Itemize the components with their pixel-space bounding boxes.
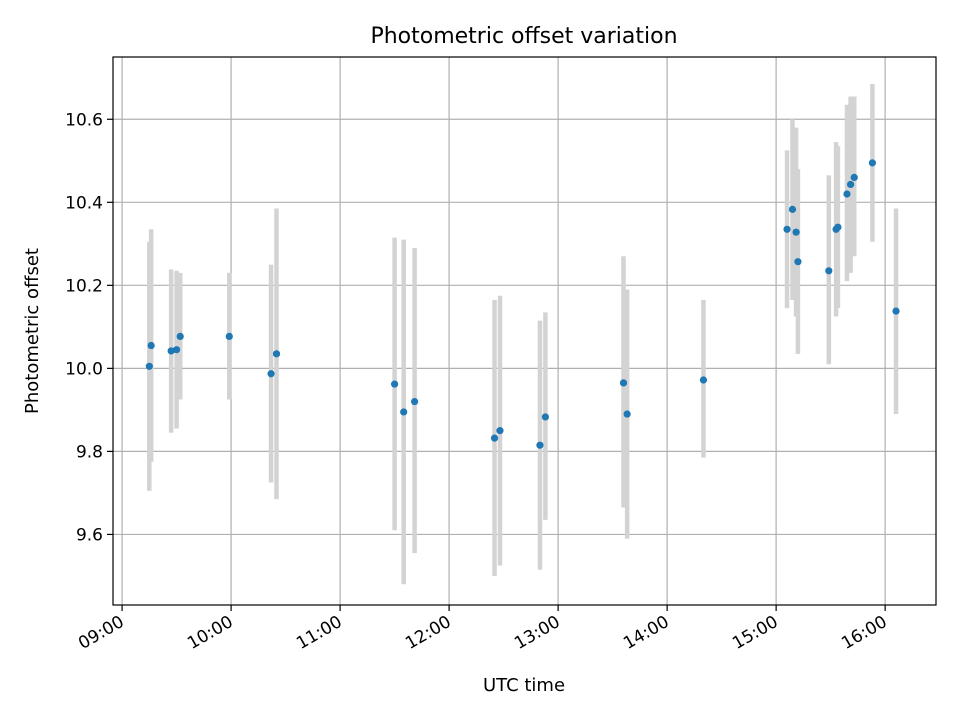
y-axis-ticks: 9.6 9.8 10.0 10.2 10.4 10.6 xyxy=(65,110,113,545)
y-axis-label: Photometric offset xyxy=(22,248,43,414)
x-axis-label: UTC time xyxy=(483,675,565,696)
data-point-26 xyxy=(847,180,855,189)
error-bars xyxy=(147,83,899,585)
y-tick-label: 10.4 xyxy=(65,193,103,213)
x-tick-label: 09:00 xyxy=(75,612,127,654)
data-point-20 xyxy=(792,228,800,236)
data-point-5 xyxy=(225,332,233,340)
data-point-25 xyxy=(843,190,851,198)
data-point-3 xyxy=(172,346,181,354)
x-tick-label: 13:00 xyxy=(511,612,563,654)
data-point-8 xyxy=(391,380,399,388)
y-tick-label: 10.2 xyxy=(65,276,103,296)
data-point-16 xyxy=(623,410,631,418)
data-point-6 xyxy=(267,370,275,378)
x-tick-label: 11:00 xyxy=(293,612,345,654)
data-point-12 xyxy=(496,427,504,435)
data-point-4 xyxy=(176,332,184,340)
data-point-13 xyxy=(536,441,544,449)
x-tick-label: 12:00 xyxy=(402,612,454,654)
data-point-9 xyxy=(400,408,408,416)
data-point-14 xyxy=(541,413,549,421)
data-points xyxy=(145,159,900,449)
x-tick-label: 15:00 xyxy=(729,612,781,654)
data-point-10 xyxy=(410,397,419,406)
chart-title: Photometric offset variation xyxy=(370,24,677,49)
data-point-11 xyxy=(490,434,499,442)
x-axis-ticks: 09:00 10:00 11:00 12:00 13:00 14:00 15:00 16:00 xyxy=(75,605,891,654)
data-point-2 xyxy=(167,347,175,355)
y-tick-label: 10.0 xyxy=(65,359,103,379)
grid-lines xyxy=(113,57,936,605)
plot-frame xyxy=(112,56,937,606)
data-point-1 xyxy=(147,341,155,350)
data-point-27 xyxy=(850,173,858,181)
data-point-15 xyxy=(619,379,628,387)
y-tick-label: 9.8 xyxy=(76,442,103,462)
x-tick-label: 14:00 xyxy=(620,612,672,654)
y-tick-label: 10.6 xyxy=(65,110,103,130)
data-point-19 xyxy=(788,205,797,213)
data-point-18 xyxy=(783,225,791,233)
x-tick-label: 16:00 xyxy=(838,612,890,654)
data-point-21 xyxy=(794,258,802,266)
data-point-29 xyxy=(892,307,900,315)
data-point-7 xyxy=(272,350,281,358)
y-tick-label: 9.6 xyxy=(76,525,103,545)
data-point-0 xyxy=(145,362,153,370)
data-point-24 xyxy=(834,223,842,231)
data-point-17 xyxy=(699,376,708,384)
data-point-28 xyxy=(868,159,877,167)
data-point-22 xyxy=(825,267,833,275)
x-tick-label: 10:00 xyxy=(184,612,236,654)
